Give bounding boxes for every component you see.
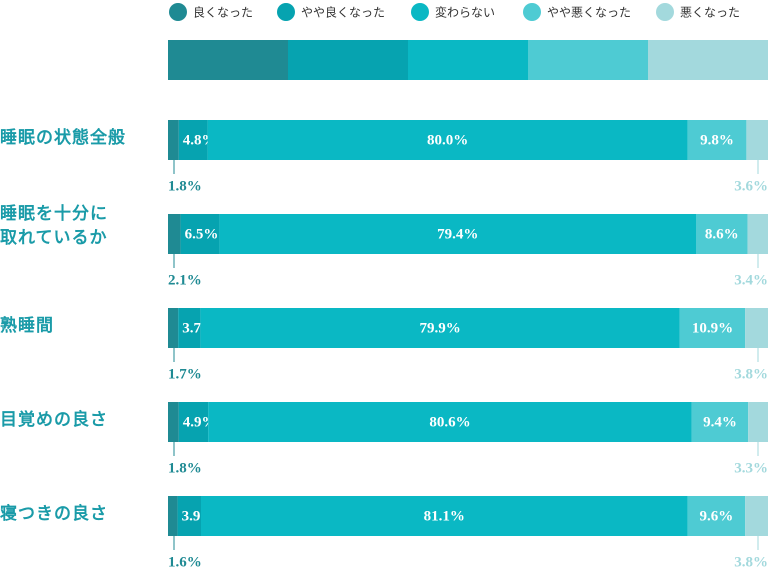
value-label: 2.1%	[168, 272, 202, 288]
bar-segment	[207, 120, 688, 160]
value-label: 80.0%	[427, 132, 468, 148]
value-label: 3.6%	[734, 178, 768, 194]
value-label: 1.6%	[168, 554, 202, 570]
legend-label: やや悪くなった	[547, 6, 631, 20]
bar-segment	[691, 402, 749, 442]
bar-segment	[201, 496, 688, 536]
bar-segment	[747, 214, 768, 254]
bar-segment	[178, 308, 201, 348]
color-key	[408, 40, 528, 80]
legend-label: 良くなった	[193, 5, 253, 20]
bar-segment	[745, 496, 768, 536]
bar-segment	[208, 402, 692, 442]
value-label: 80.6%	[429, 414, 470, 430]
value-label: 9.6%	[700, 508, 734, 524]
color-key	[168, 40, 288, 80]
color-key	[288, 40, 408, 80]
value-label: 1.7%	[168, 366, 202, 382]
bar-segment	[679, 308, 746, 348]
value-label: 6.5%	[185, 226, 219, 242]
bar-segment	[748, 402, 768, 442]
category-label: 睡眠の状態全般	[0, 128, 126, 148]
bar-segment	[168, 496, 178, 536]
value-label: 1.8%	[168, 460, 202, 476]
value-label: 4.9%	[183, 414, 217, 430]
value-label: 9.4%	[703, 414, 737, 430]
legend-label: やや良くなった	[301, 5, 385, 20]
value-label: 1.8%	[168, 178, 202, 194]
bar-segment	[200, 308, 680, 348]
value-label: 3.4%	[734, 272, 768, 288]
legend-marker	[277, 3, 295, 21]
bar-segment	[178, 402, 209, 442]
bar-segment	[168, 214, 181, 254]
legend-marker	[169, 3, 187, 21]
bar-segment	[219, 214, 696, 254]
bar-segment	[178, 120, 208, 160]
bar-segment	[168, 120, 179, 160]
bar-segment	[180, 214, 220, 254]
legend-marker	[523, 3, 541, 21]
bar-segment	[746, 120, 768, 160]
bar-segment	[687, 496, 746, 536]
value-label: 79.9%	[419, 320, 460, 336]
bar-segment	[687, 120, 747, 160]
bar-segment	[168, 402, 179, 442]
category-label: 寝つきの良さ	[0, 504, 108, 524]
value-label: 9.8%	[700, 132, 734, 148]
color-key	[528, 40, 648, 80]
bar-segment	[168, 308, 179, 348]
bar-segment	[696, 214, 748, 254]
bar-segment	[745, 308, 768, 348]
category-label: 熟睡間	[0, 316, 54, 336]
value-label: 10.9%	[692, 320, 733, 336]
legend-label: 変わらない	[435, 5, 495, 20]
legend-label: 悪くなった	[680, 6, 740, 20]
value-label: 3.8%	[734, 366, 768, 382]
value-label: 81.1%	[424, 508, 465, 524]
bar-segment	[177, 496, 201, 536]
color-key	[648, 40, 768, 80]
value-label: 3.3%	[734, 460, 768, 476]
category-label: 目覚めの良さ	[0, 410, 108, 430]
legend-marker	[411, 3, 429, 21]
value-label: 8.6%	[705, 226, 739, 242]
category-label: 睡眠を十分に 取れているか	[0, 204, 108, 248]
legend-marker	[656, 3, 674, 21]
value-label: 79.4%	[437, 226, 478, 242]
value-label: 3.8%	[734, 554, 768, 570]
